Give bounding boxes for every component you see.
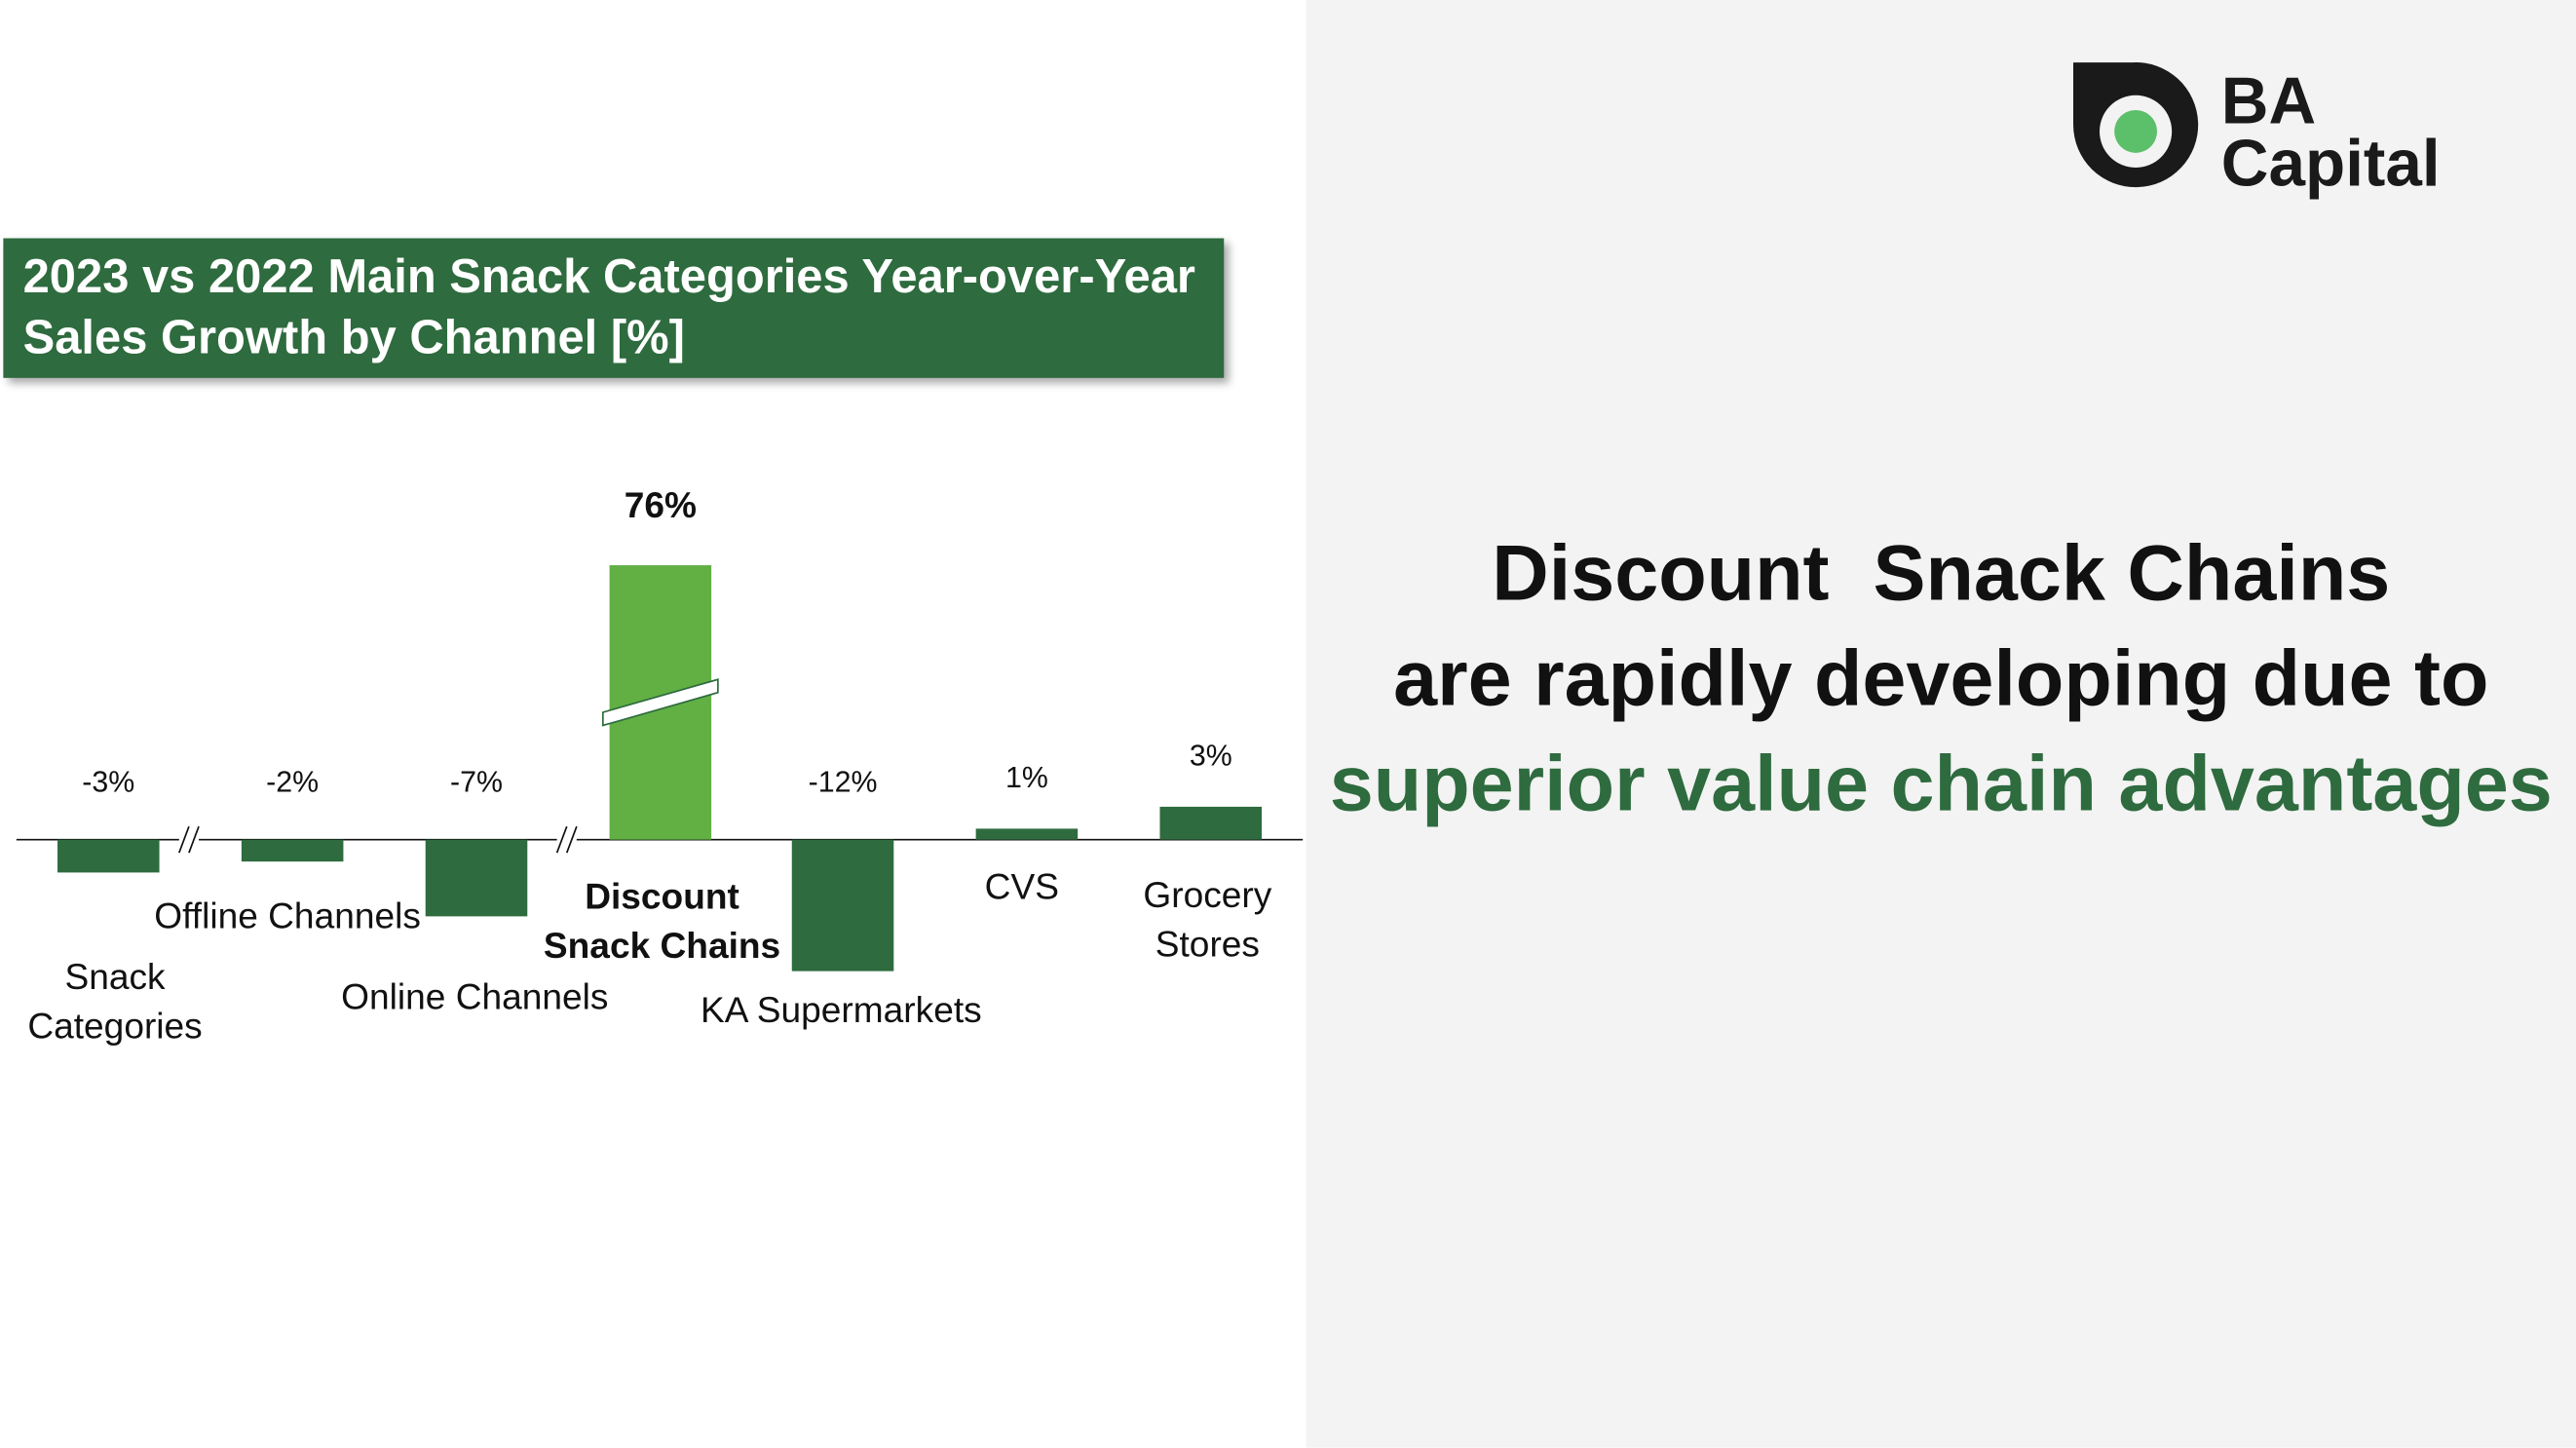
logo-icon — [2073, 61, 2199, 188]
headline-line: are rapidly developing due to — [1393, 635, 2489, 723]
value-label: -3% — [82, 766, 134, 798]
category-label: Discount Snack Chains — [543, 875, 781, 967]
chart: -3% -2% -7% 76% -12% 1% 3% — [16, 484, 1304, 972]
bar — [975, 828, 1079, 840]
value-label: -7% — [450, 766, 503, 798]
category-label: Grocery Stores — [1143, 874, 1272, 965]
category-label: CVS — [984, 865, 1059, 907]
axis-break-mark — [565, 825, 578, 854]
headline-line: superior value chain advantages — [1329, 741, 2553, 828]
category-label: Snack Categories — [27, 956, 203, 1048]
value-label: 1% — [1005, 762, 1048, 794]
chart-title: 2023 vs 2022 Main Snack Categories Year-… — [3, 238, 1225, 378]
category-label: KA Supermarkets — [701, 989, 982, 1031]
logo-text: BA — [2220, 65, 2317, 138]
axis-break-mark — [178, 825, 190, 854]
bar — [791, 839, 894, 972]
value-label: -2% — [266, 766, 319, 798]
bar — [1159, 806, 1263, 840]
value-label: 3% — [1190, 740, 1232, 772]
bar — [57, 839, 160, 873]
right-panel — [1306, 0, 2576, 1448]
headline-line: Discount Snack Chains — [1492, 530, 2391, 619]
value-label: -12% — [809, 766, 878, 798]
bar — [241, 839, 344, 862]
value-label: 76% — [625, 484, 697, 525]
logo-text: Capital — [2220, 128, 2441, 201]
bar-break — [602, 678, 719, 727]
category-label: Offline Channels — [154, 895, 421, 937]
category-label: Online Channels — [341, 975, 609, 1017]
bar — [425, 839, 528, 917]
axis-break-mark — [188, 825, 200, 854]
axis-gap — [556, 822, 577, 857]
logo-dot — [2114, 109, 2158, 153]
axis-break-mark — [555, 825, 568, 854]
axis-gap — [178, 822, 200, 857]
